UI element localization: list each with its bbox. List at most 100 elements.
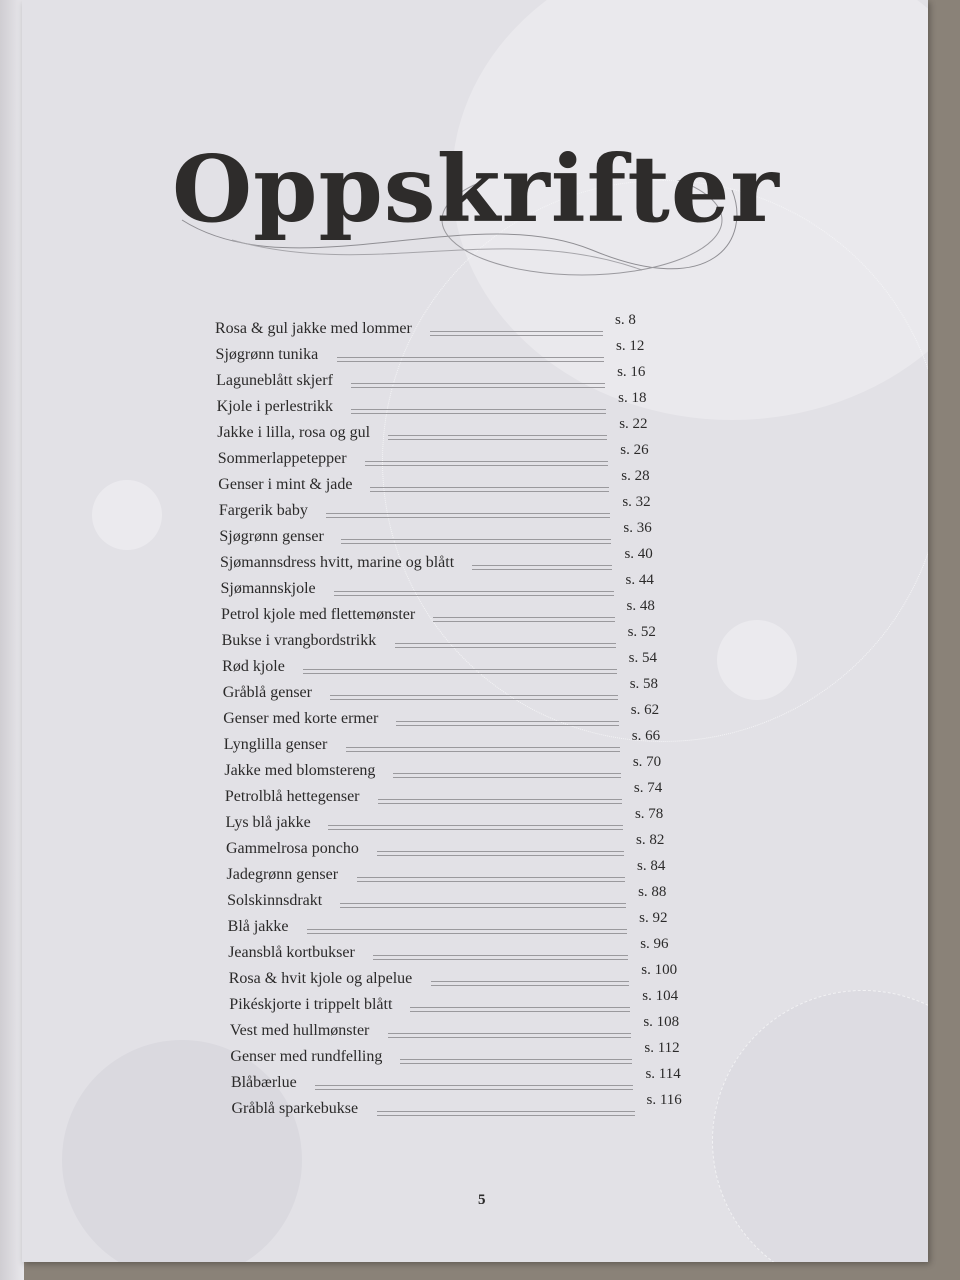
toc-entry: Sjøgrønn genser s. 36	[219, 520, 679, 550]
page-reference: s. 70	[632, 754, 662, 770]
recipe-title: Bukse i vrangbordstrikk	[221, 632, 377, 649]
dot-leader	[306, 929, 628, 934]
dot-leader	[341, 539, 612, 544]
recipe-title: Petrolblå hettegenser	[224, 788, 360, 805]
toc-entry: Genser i mint & jade s. 28	[218, 468, 678, 498]
dot-leader	[314, 1085, 634, 1090]
recipe-title: Kjole i perlestrikk	[216, 398, 334, 415]
toc-entry: Gammelrosa poncho s. 82	[226, 832, 686, 862]
dot-leader	[377, 799, 622, 804]
dot-leader	[303, 669, 617, 674]
title-flourish	[181, 180, 738, 276]
facing-page-edge	[0, 0, 24, 1280]
dot-leader	[364, 461, 609, 466]
recipe-title: Gammelrosa poncho	[226, 840, 359, 857]
page-reference: s. 54	[628, 650, 657, 666]
page-reference: s. 74	[633, 780, 663, 796]
page-reference: s. 100	[641, 962, 678, 978]
page-reference: s. 92	[639, 910, 668, 926]
dot-leader	[376, 1111, 635, 1116]
recipe-title: Genser i mint & jade	[218, 476, 353, 493]
dot-leader	[394, 643, 616, 648]
recipe-title: Vest med hullmønster	[229, 1022, 370, 1039]
recipe-title: Jakke med blomstereng	[224, 762, 376, 779]
page-reference: s. 96	[640, 936, 669, 952]
page-reference: s. 52	[627, 624, 656, 640]
toc-entry: Laguneblått skjerf s. 16	[216, 364, 676, 394]
dot-leader	[370, 487, 610, 492]
page-reference: s. 104	[642, 988, 679, 1004]
dot-leader	[351, 383, 606, 388]
dot-leader	[433, 617, 615, 622]
page-reference: s. 78	[634, 806, 664, 822]
recipe-title: Lynglilla genser	[223, 736, 328, 753]
toc-entry: Jadegrønn genser s. 84	[226, 858, 687, 888]
dot-leader	[387, 1033, 632, 1038]
page-reference: s. 116	[646, 1092, 682, 1108]
toc-entry: Jeansblå kortbukser s. 96	[228, 936, 688, 966]
toc-entry: Sommerlappetepper s. 26	[217, 442, 678, 472]
toc-entry: Genser med rundfelling s. 112	[230, 1040, 690, 1070]
dot-leader	[471, 565, 613, 570]
recipe-title: Sjøgrønn tunika	[215, 346, 319, 363]
recipe-title: Genser med korte ermer	[223, 710, 379, 727]
toc-entry: Petrol kjole med flettemønster s. 48	[221, 598, 681, 628]
recipe-title: Sommerlappetepper	[217, 450, 347, 467]
page-title: Oppskrifter	[172, 135, 780, 243]
toc-entry: Blåbærlue s. 114	[231, 1066, 691, 1096]
toc-entry: Bukse i vrangbordstrikk s. 52	[221, 624, 682, 654]
recipe-title: Jadegrønn genser	[226, 866, 339, 883]
recipe-title: Sjømannsdress hvitt, marine og blått	[219, 554, 455, 571]
dot-leader	[377, 851, 624, 856]
page-reference: s. 48	[626, 598, 655, 614]
recipe-title: Sjømannskjole	[220, 580, 316, 597]
recipe-title: Fargerik baby	[218, 502, 308, 519]
page-reference: s. 58	[629, 676, 659, 692]
page-reference: s. 16	[617, 364, 646, 380]
recipe-title: Rosa & gul jakke med lommer	[215, 320, 412, 337]
recipe-title: Pikéskjorte i trippelt blått	[229, 996, 393, 1013]
recipe-title: Petrol kjole med flettemønster	[221, 606, 416, 623]
toc-entry: Rosa & gul jakke med lommer s. 8	[215, 312, 675, 342]
page-reference: s. 82	[636, 832, 665, 848]
toc-entry: Pikéskjorte i trippelt blått s. 104	[229, 988, 689, 1018]
toc-entry: Sjømannskjole s. 44	[220, 572, 681, 602]
toc-entry: Sjøgrønn tunika s. 12	[215, 338, 676, 368]
dot-leader	[373, 955, 629, 960]
dot-leader	[356, 877, 626, 882]
dot-leader	[325, 513, 611, 518]
page-reference: s. 40	[624, 546, 653, 562]
toc-entry: Solskinnsdrakt s. 88	[227, 884, 687, 914]
recipe-title: Genser med rundfelling	[230, 1048, 383, 1065]
toc-entry: Sjømannsdress hvitt, marine og blått s. 4…	[219, 546, 680, 576]
dot-leader	[350, 409, 607, 414]
toc-entry: Blå jakke s. 92	[228, 910, 688, 940]
toc-entry: Jakke i lilla, rosa og gul s. 22	[217, 416, 677, 446]
dot-leader	[329, 695, 618, 700]
toc-entry: Genser med korte ermer s. 62	[223, 702, 683, 732]
page-reference: s. 8	[615, 312, 636, 328]
recipe-title: Sjøgrønn genser	[219, 528, 324, 545]
recipe-title: Gråblå sparkebukse	[231, 1100, 359, 1117]
dot-leader	[345, 747, 620, 752]
decorative-circle	[92, 480, 162, 550]
dot-leader	[410, 1007, 631, 1012]
dot-leader	[388, 435, 608, 440]
recipe-title: Lys blå jakke	[225, 814, 311, 831]
dot-leader	[430, 981, 630, 986]
dot-leader	[328, 825, 623, 830]
dot-leader	[393, 773, 621, 778]
recipe-title: Rød kjole	[222, 658, 285, 675]
dot-leader	[340, 903, 627, 908]
page-reference: s. 112	[644, 1040, 680, 1056]
dot-leader	[396, 721, 619, 726]
page-reference: s. 26	[620, 442, 649, 458]
recipe-title: Gråblå genser	[222, 684, 312, 701]
page-reference: s. 44	[625, 572, 654, 588]
page-reference: s. 88	[638, 884, 667, 900]
page-reference: s. 12	[616, 338, 645, 354]
dot-leader	[336, 357, 605, 362]
toc-entry: Vest med hullmønster s. 108	[229, 1014, 690, 1044]
decorative-circle	[712, 990, 928, 1262]
page-reference: s. 36	[623, 520, 652, 536]
